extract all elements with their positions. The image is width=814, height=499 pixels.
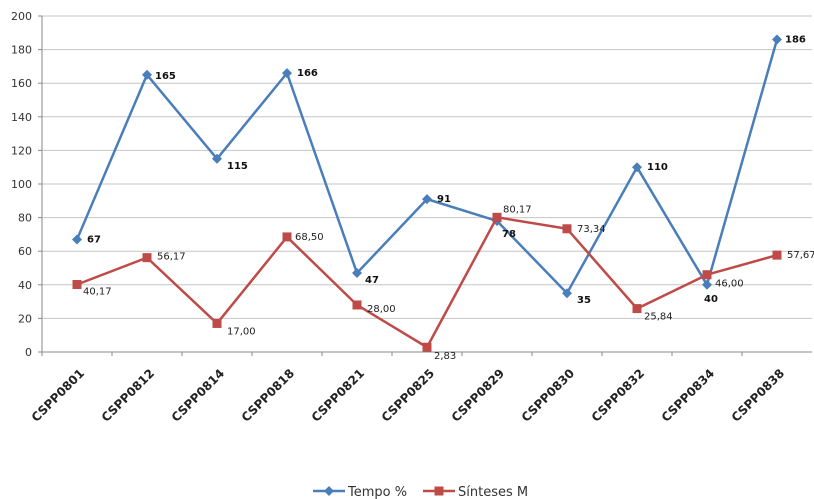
series-1-data-label: 80,17 <box>503 204 532 215</box>
x-tick-label: CSPP0801 <box>29 366 87 424</box>
series-0-data-label: 78 <box>502 229 516 240</box>
series-0-point <box>632 162 642 173</box>
series-1-data-label: 56,17 <box>157 252 186 263</box>
series-1-data-label: 40,17 <box>83 287 112 298</box>
series-1-point <box>212 318 222 328</box>
series-0-point <box>352 268 362 279</box>
y-tick-label: 60 <box>18 245 32 258</box>
x-tick-label: CSPP0832 <box>589 366 647 424</box>
series-0-data-label: 91 <box>437 194 451 205</box>
series-layer <box>72 34 782 352</box>
x-tick-label: CSPP0812 <box>99 366 157 424</box>
series-1-data-label: 73,34 <box>577 224 606 235</box>
data-labels: 67 165 115 166 47 91 78 35 110 40 186 40,17 56,17 17,… <box>83 35 814 363</box>
series-1-data-label: 46,00 <box>715 279 744 290</box>
series-1-point <box>352 300 362 310</box>
series-1-data-label: 57,67 <box>787 250 814 261</box>
series-0-data-label: 40 <box>704 294 718 305</box>
x-tick-label: CSPP0829 <box>449 366 507 424</box>
series-0-point <box>772 34 782 45</box>
series-1-point <box>632 304 642 314</box>
series-0-point <box>422 194 432 205</box>
y-tick-label: 100 <box>11 178 32 191</box>
x-tick-label: CSPP0821 <box>309 366 367 424</box>
series-0-point <box>212 153 222 164</box>
series-0-data-label: 67 <box>87 234 101 245</box>
y-tick-label: 140 <box>11 111 32 124</box>
series-0-point <box>282 68 292 79</box>
series-0-point <box>562 288 572 299</box>
series-1-point <box>772 250 782 260</box>
series-1-point <box>422 342 432 352</box>
grid <box>42 15 812 353</box>
y-tick-label: 80 <box>18 212 32 225</box>
x-tick-label: CSPP0825 <box>379 366 437 424</box>
series-1-point <box>142 253 152 263</box>
series-1-point <box>702 270 712 280</box>
legend-label-1: Sínteses M <box>458 485 528 499</box>
series-0-data-label: 115 <box>227 161 248 172</box>
y-axis: 0 20 40 60 80 100 120 140 160 180 200 <box>11 10 43 359</box>
x-tick-label: CSPP0818 <box>239 366 297 424</box>
y-tick-label: 40 <box>18 279 32 292</box>
series-1-point <box>562 224 572 234</box>
series-1-data-label: 25,84 <box>644 312 673 323</box>
series-1-data-label: 28,00 <box>367 304 396 315</box>
x-tick-label: CSPP0838 <box>729 366 787 424</box>
series-0-data-label: 166 <box>297 68 318 79</box>
series-1-data-label: 17,00 <box>227 326 256 337</box>
series-0-point <box>702 279 712 290</box>
y-tick-label: 160 <box>11 77 32 90</box>
series-0-data-label: 47 <box>365 275 379 286</box>
y-tick-label: 0 <box>25 346 32 359</box>
series-0-point <box>142 69 152 80</box>
series-1-data-label: 68,50 <box>295 232 324 243</box>
series-line-1 <box>76 216 778 349</box>
series-0-point <box>72 234 82 245</box>
y-tick-label: 200 <box>11 10 32 23</box>
y-tick-label: 180 <box>11 44 32 57</box>
x-tick-label: CSPP0830 <box>519 366 577 424</box>
series-0-data-label: 35 <box>577 295 591 306</box>
series-1-data-label: 2,83 <box>434 351 456 362</box>
series-1-point <box>282 232 292 242</box>
series-0-data-label: 110 <box>647 162 668 173</box>
y-tick-label: 120 <box>11 144 32 157</box>
x-tick-label: CSPP0814 <box>169 366 227 424</box>
series-1-point <box>72 280 82 290</box>
series-1-point <box>492 212 502 222</box>
legend: Tempo % Sínteses M <box>313 485 528 499</box>
x-axis: CSPP0801 CSPP0812 CSPP0814 CSPP0818 CSPP0821… <box>29 352 787 425</box>
legend-marker-0 <box>324 486 334 496</box>
series-0-data-label: 186 <box>785 35 806 46</box>
legend-label-0: Tempo % <box>347 485 407 499</box>
y-tick-label: 20 <box>18 312 32 325</box>
legend-marker-1 <box>434 486 444 496</box>
series-0-data-label: 165 <box>155 71 176 82</box>
x-tick-label: CSPP0834 <box>659 366 717 424</box>
